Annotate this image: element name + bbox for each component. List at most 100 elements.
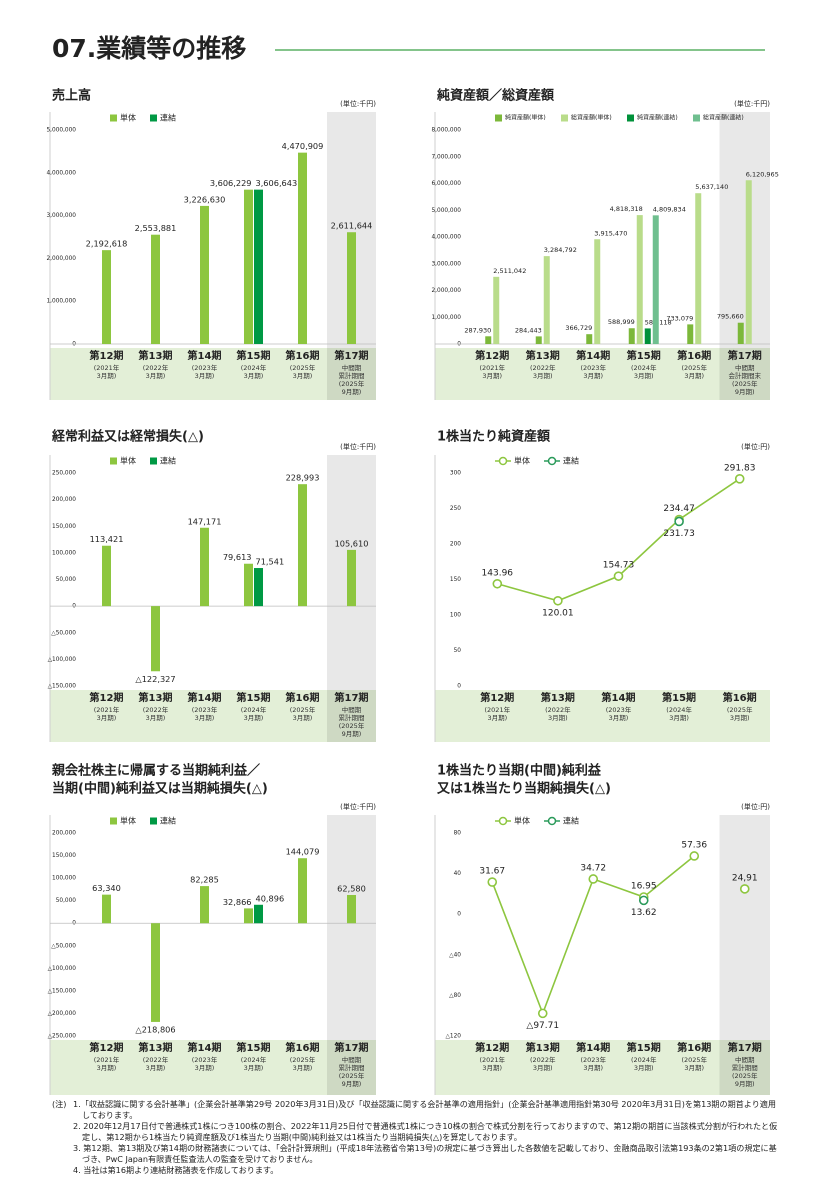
x-tick-note: (2022年 3月期)	[142, 1056, 169, 1072]
value-label: 16.95	[631, 881, 657, 891]
bar	[102, 250, 111, 344]
note: 4. 当社は第16期より連結財務諸表を作成しております。	[73, 1165, 279, 1175]
x-tick-label: 第15期	[626, 1043, 661, 1054]
x-tick-note: 中間期 累計期間 (2025年 9月期)	[731, 1056, 758, 1088]
bar	[644, 328, 651, 344]
x-tick-label: 第17期	[334, 351, 369, 362]
value-label: 4,809,834	[653, 205, 686, 213]
y-tick-label: 200,000	[52, 497, 76, 503]
value-label: 366,729	[565, 324, 592, 332]
point	[487, 877, 498, 887]
y-tick-label: 1,000,000	[431, 315, 461, 321]
x-tick-label: 第14期	[187, 693, 222, 704]
x-tick-note: (2024年 3月期)	[240, 364, 267, 380]
x-tick-label: 第14期	[187, 1043, 222, 1054]
x-tick-label: 第12期	[475, 1043, 510, 1054]
y-tick-label: 7,000,000	[431, 154, 461, 160]
x-tick-label: 第16期	[722, 693, 757, 704]
bar	[244, 563, 253, 607]
x-tick-label: 第13期	[138, 351, 173, 362]
y-tick-label: 3,000,000	[431, 261, 461, 267]
y-tick-label: △80	[449, 993, 461, 999]
unit-label: (単位:千円)	[340, 442, 376, 451]
x-tick-note: (2021年 3月期)	[484, 706, 511, 722]
value-label: 2,553,881	[135, 223, 177, 233]
value-label: 5,637,140	[695, 183, 728, 191]
value-label: 144,079	[286, 847, 320, 857]
y-tick-label: 3,000,000	[46, 213, 76, 219]
bar	[636, 215, 643, 344]
legend-swatch	[150, 817, 157, 825]
bar	[244, 189, 253, 344]
x-tick-note: (2024年 3月期)	[240, 1056, 267, 1072]
value-label: △122,327	[135, 674, 175, 684]
x-tick-label: 第14期	[187, 351, 222, 362]
legend-swatch	[150, 114, 157, 122]
bar	[254, 189, 263, 344]
chart-title: 親会社株主に帰属する当期純利益／	[51, 763, 260, 779]
x-tick-note: (2023年 3月期)	[191, 364, 218, 380]
x-tick-note: (2024年 3月期)	[630, 1056, 657, 1072]
interim-shade	[719, 112, 770, 400]
x-tick-label: 第12期	[89, 693, 124, 704]
bar	[254, 568, 263, 607]
value-label: 2,192,618	[86, 239, 128, 249]
legend-swatch	[561, 114, 568, 122]
x-tick-note: (2021年 3月期)	[93, 364, 120, 380]
y-tick-label: 2,000,000	[431, 288, 461, 294]
legend-label: 純資産額(連結)	[637, 114, 678, 122]
x-tick-label: 第14期	[576, 351, 611, 362]
legend-swatch	[693, 114, 700, 122]
bar	[347, 549, 356, 607]
legend-label: 連結	[563, 816, 579, 826]
y-tick-label: 1,000,000	[46, 299, 76, 305]
x-tick-label: 第13期	[138, 693, 173, 704]
legend-label: 連結	[160, 113, 176, 123]
x-tick-label: 第17期	[334, 693, 369, 704]
point	[492, 578, 503, 589]
category-band	[50, 1040, 376, 1095]
value-label: △97.71	[526, 1021, 559, 1031]
x-tick-label: 第12期	[475, 351, 510, 362]
value-label: 3,915,470	[594, 229, 627, 237]
y-tick-label: 200	[450, 542, 461, 548]
y-tick-label: 50	[454, 648, 462, 654]
point	[553, 595, 563, 606]
value-label: 795,660	[717, 313, 744, 321]
x-tick-note: (2025年 3月期)	[289, 364, 316, 380]
value-label: 113,421	[90, 534, 124, 544]
y-tick-label: △40	[449, 952, 461, 958]
value-label: △218,806	[135, 1024, 175, 1034]
value-label: 291.83	[724, 463, 756, 473]
bar	[200, 205, 209, 344]
x-tick-label: 第13期	[525, 1043, 560, 1054]
y-tick-label: △120	[445, 1034, 461, 1040]
legend-swatch	[498, 456, 508, 466]
bar	[298, 152, 307, 344]
x-tick-note: 中間期 累計期間 (2025年 9月期)	[338, 1056, 365, 1088]
unit-label: (単位:円)	[741, 442, 770, 451]
x-tick-label: 第13期	[138, 1043, 173, 1054]
value-label: 31.67	[479, 867, 505, 877]
x-tick-label: 第13期	[525, 351, 560, 362]
unit-label: (単位:千円)	[340, 99, 376, 108]
value-label: 588,999	[608, 318, 635, 326]
legend-label: 単体	[514, 816, 530, 826]
x-tick-note: (2024年 3月期)	[666, 706, 692, 722]
x-tick-label: 第12期	[89, 351, 124, 362]
legend-swatch	[547, 816, 557, 826]
y-tick-label: △50,000	[51, 943, 76, 949]
bar	[687, 324, 694, 344]
value-label: 234.47	[663, 504, 695, 514]
point	[638, 895, 649, 906]
chart-title: 純資産額／総資産額	[436, 88, 555, 104]
legend-label: 総資産額(単体)	[571, 114, 612, 122]
bar	[652, 215, 659, 344]
value-label: 34.72	[580, 863, 606, 873]
x-tick-label: 第16期	[285, 351, 320, 362]
interim-shade	[719, 815, 770, 1095]
x-tick-note: (2023年 3月期)	[580, 1056, 607, 1072]
y-tick-label: 150,000	[52, 853, 76, 859]
bar	[695, 193, 702, 344]
bar	[200, 886, 209, 924]
